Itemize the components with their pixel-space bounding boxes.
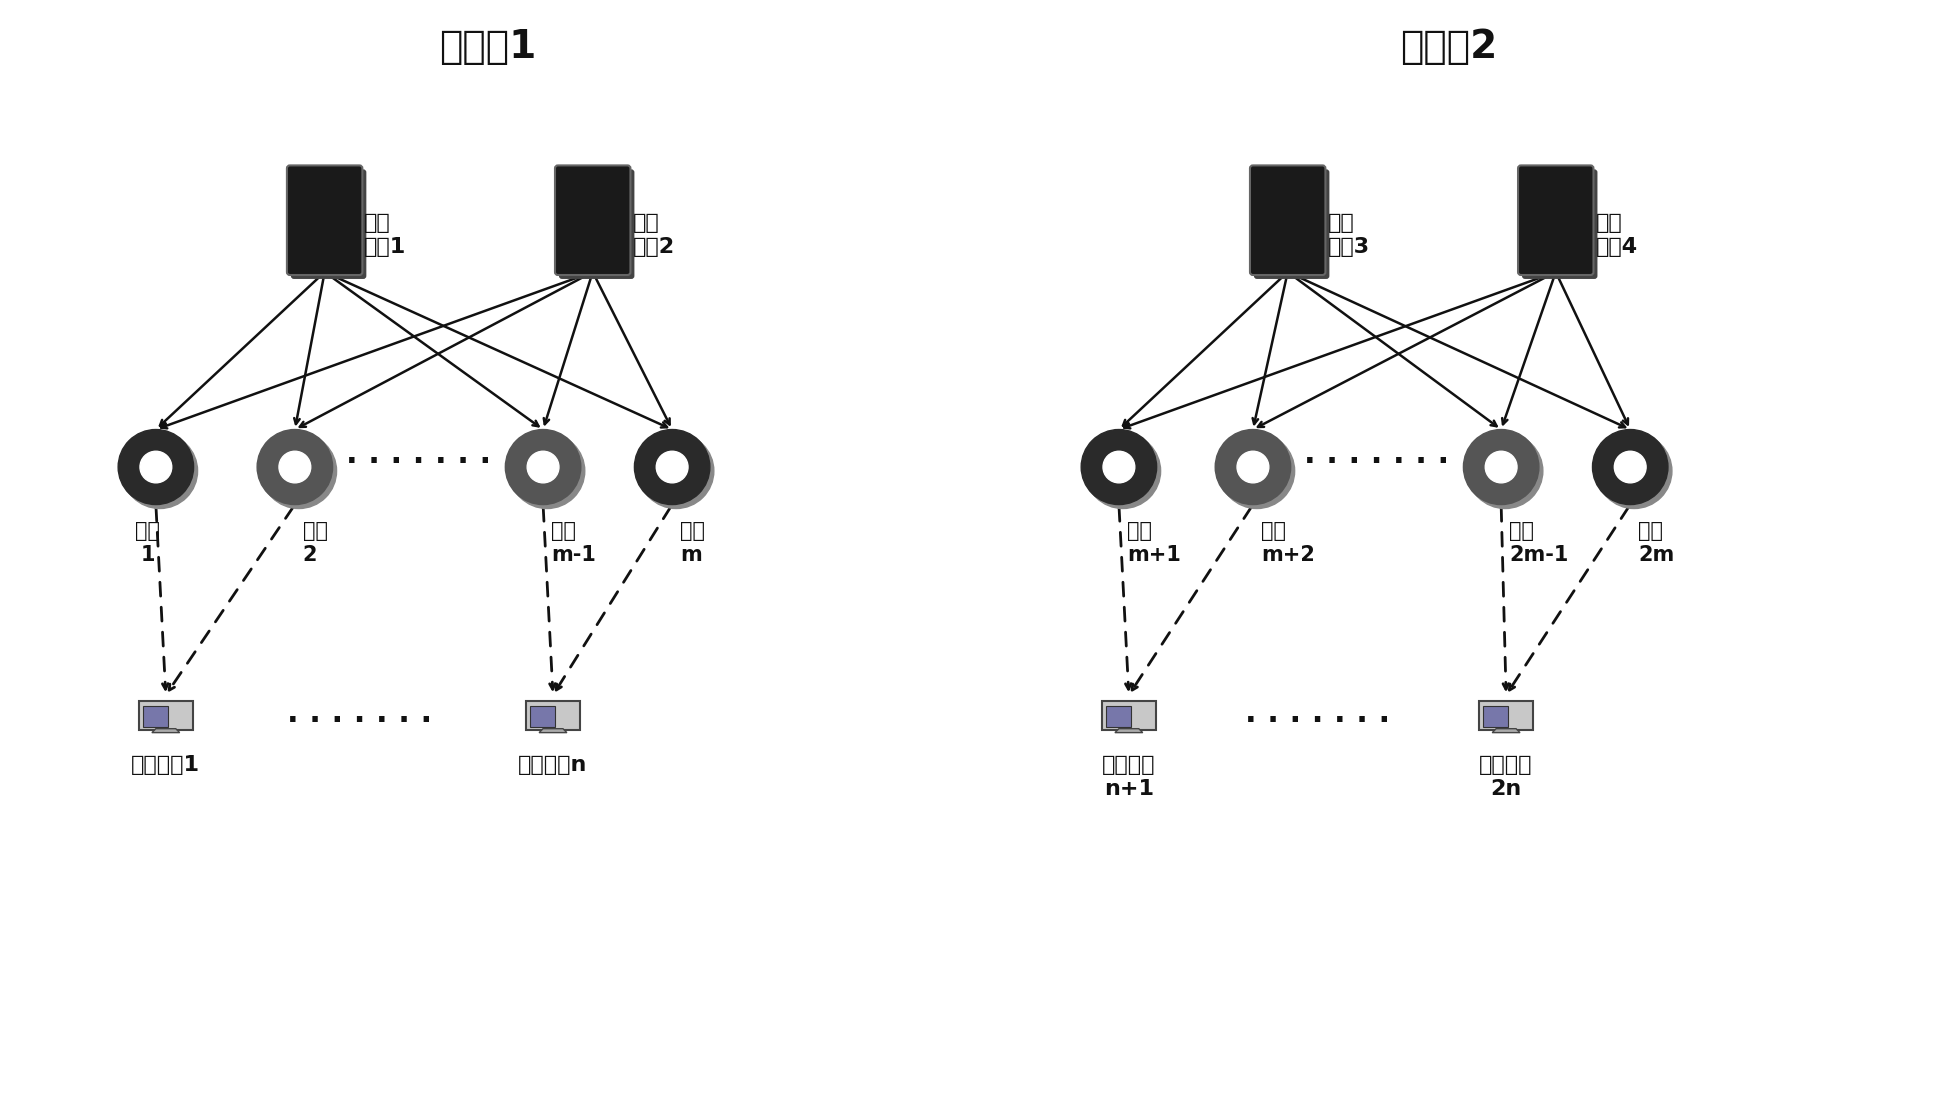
- Text: 采集装置
2n: 采集装置 2n: [1479, 755, 1533, 799]
- Circle shape: [639, 434, 714, 509]
- Text: 通道
2m-1: 通道 2m-1: [1508, 522, 1568, 566]
- FancyBboxPatch shape: [143, 706, 168, 727]
- Circle shape: [656, 452, 687, 483]
- FancyBboxPatch shape: [1479, 700, 1533, 730]
- Text: 前置
节点3: 前置 节点3: [1328, 213, 1369, 258]
- FancyBboxPatch shape: [1251, 165, 1326, 275]
- Circle shape: [1485, 452, 1518, 483]
- FancyBboxPatch shape: [1255, 170, 1330, 279]
- Circle shape: [261, 434, 337, 509]
- Circle shape: [257, 430, 333, 504]
- FancyBboxPatch shape: [1483, 706, 1508, 727]
- Circle shape: [1597, 434, 1673, 509]
- Circle shape: [1086, 434, 1160, 509]
- Circle shape: [505, 430, 581, 504]
- Polygon shape: [1115, 729, 1142, 732]
- Polygon shape: [151, 729, 180, 732]
- Text: 前置组1: 前置组1: [439, 28, 536, 67]
- Circle shape: [509, 434, 585, 509]
- Circle shape: [1593, 430, 1669, 504]
- Text: 通道
2: 通道 2: [302, 522, 327, 566]
- Circle shape: [1216, 430, 1291, 504]
- FancyBboxPatch shape: [527, 700, 579, 730]
- Text: 前置组2: 前置组2: [1400, 28, 1497, 67]
- Polygon shape: [1493, 729, 1520, 732]
- Text: 前置
节点2: 前置 节点2: [633, 213, 674, 258]
- Text: 采集装置
n+1: 采集装置 n+1: [1102, 755, 1156, 799]
- Circle shape: [279, 452, 312, 483]
- Text: 通道
m-1: 通道 m-1: [552, 522, 596, 566]
- Circle shape: [527, 452, 560, 483]
- FancyBboxPatch shape: [139, 700, 192, 730]
- FancyBboxPatch shape: [530, 706, 556, 727]
- Text: 通道
1: 通道 1: [136, 522, 161, 566]
- FancyBboxPatch shape: [1518, 165, 1593, 275]
- Text: 通道
m+2: 通道 m+2: [1260, 522, 1315, 566]
- FancyBboxPatch shape: [1522, 170, 1597, 279]
- Circle shape: [122, 434, 197, 509]
- Text: 采集装置n: 采集装置n: [519, 755, 589, 775]
- Text: 采集装置1: 采集装置1: [132, 755, 199, 775]
- FancyBboxPatch shape: [1105, 706, 1131, 727]
- FancyBboxPatch shape: [290, 170, 366, 279]
- FancyBboxPatch shape: [560, 170, 635, 279]
- Circle shape: [1467, 434, 1543, 509]
- Text: · · · · · · ·: · · · · · · ·: [1245, 707, 1390, 737]
- Text: · · · · · · ·: · · · · · · ·: [287, 707, 432, 737]
- Circle shape: [1220, 434, 1295, 509]
- Circle shape: [1080, 430, 1156, 504]
- Circle shape: [635, 430, 711, 504]
- Text: 通道
2m: 通道 2m: [1638, 522, 1675, 566]
- Circle shape: [1237, 452, 1268, 483]
- Circle shape: [118, 430, 194, 504]
- Circle shape: [1104, 452, 1134, 483]
- Text: 通道
m+1: 通道 m+1: [1127, 522, 1181, 566]
- FancyBboxPatch shape: [1102, 700, 1156, 730]
- Text: 前置
节点4: 前置 节点4: [1595, 213, 1638, 258]
- Circle shape: [1615, 452, 1646, 483]
- Circle shape: [139, 452, 172, 483]
- Polygon shape: [538, 729, 567, 732]
- Text: 通道
m: 通道 m: [680, 522, 705, 566]
- Text: 前置
节点1: 前置 节点1: [364, 213, 407, 258]
- Circle shape: [1464, 430, 1539, 504]
- FancyBboxPatch shape: [556, 165, 631, 275]
- FancyBboxPatch shape: [287, 165, 362, 275]
- Text: · · · · · · ·: · · · · · · ·: [1305, 447, 1450, 477]
- Text: · · · · · · ·: · · · · · · ·: [347, 447, 492, 477]
